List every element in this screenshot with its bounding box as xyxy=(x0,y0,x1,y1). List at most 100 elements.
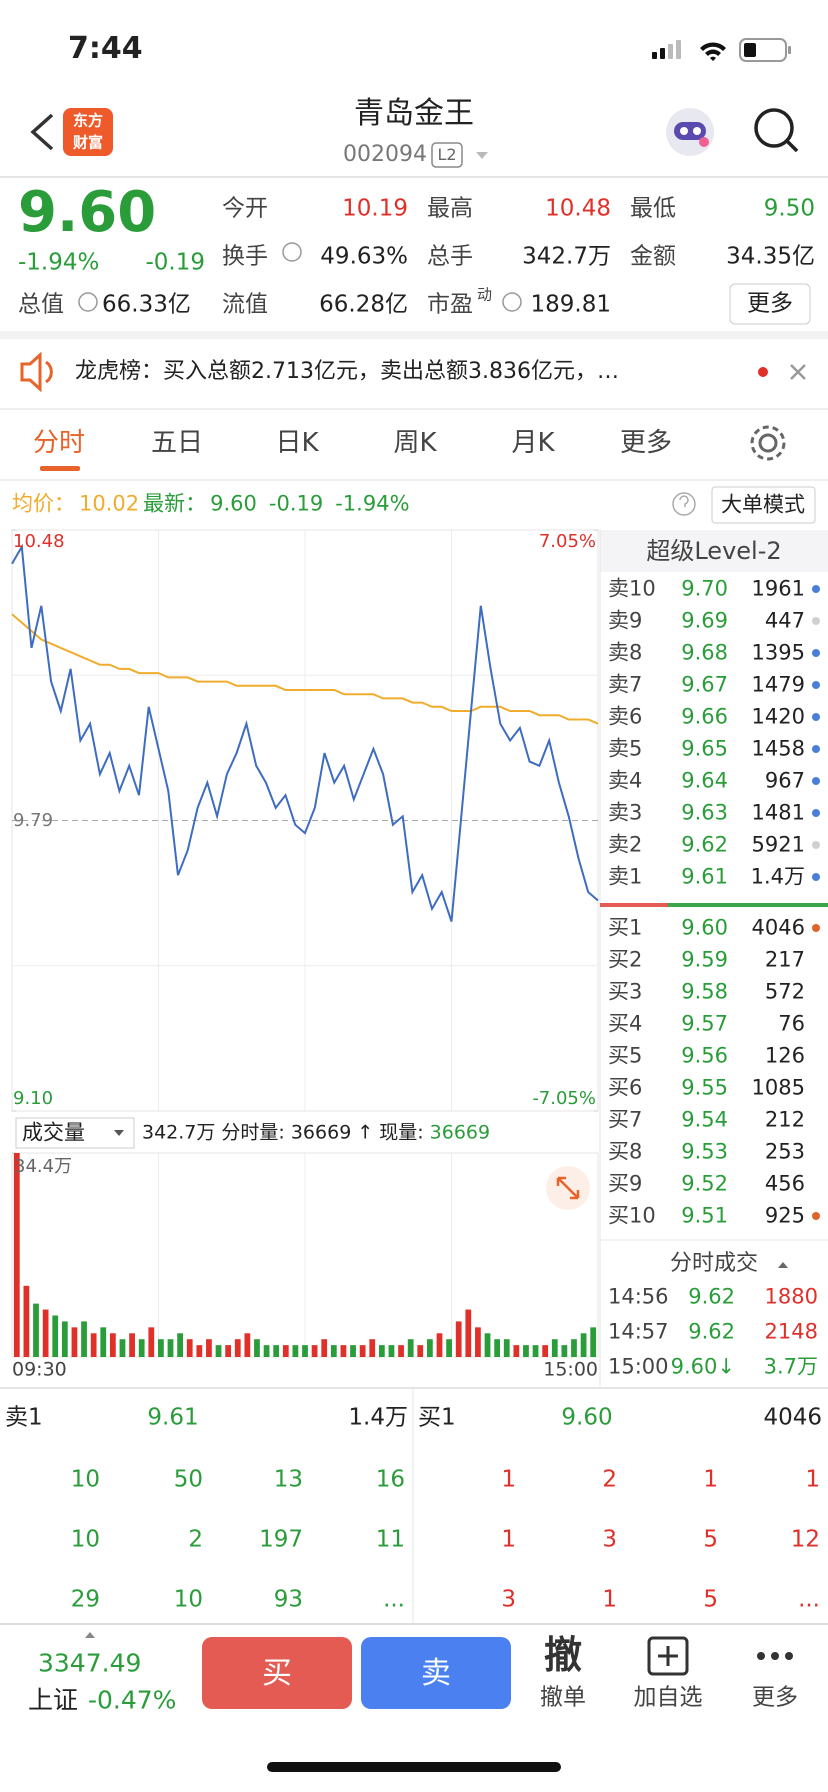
volume-bar xyxy=(42,1309,49,1357)
tab[interactable]: 月K xyxy=(511,428,555,458)
book-dot xyxy=(812,681,820,689)
volume-bar xyxy=(109,1333,116,1357)
volume-bar xyxy=(446,1339,452,1357)
tab[interactable]: 更多 xyxy=(619,428,673,458)
book-price: 9.56 xyxy=(681,1043,728,1068)
book-volume: 1420 xyxy=(751,704,805,729)
book-volume: 1.4万 xyxy=(750,864,805,889)
mode-label[interactable]: 大单模式 xyxy=(721,492,805,517)
book-label: 买5 xyxy=(608,1043,643,1068)
home-indicator xyxy=(267,1762,561,1772)
cancel-icon[interactable]: 撤 xyxy=(543,1633,583,1677)
stat-value: 189.81 xyxy=(530,291,611,318)
volume-bar xyxy=(378,1345,385,1357)
book-label: 卖10 xyxy=(608,576,656,601)
search-button[interactable] xyxy=(754,108,799,153)
book-dot xyxy=(812,649,820,657)
trade-price: 9.60↓ xyxy=(670,1354,735,1379)
help-icon[interactable] xyxy=(672,492,696,516)
stat-value: 10.48 xyxy=(545,195,611,222)
book-volume: 1458 xyxy=(751,736,805,761)
volume-bar xyxy=(90,1333,97,1357)
queue-cell: 10 xyxy=(70,1466,100,1493)
sell-label[interactable]: 卖 xyxy=(421,1656,451,1691)
buy-label[interactable]: 买 xyxy=(262,1656,292,1691)
more-button[interactable] xyxy=(729,283,811,325)
book-label: 买1 xyxy=(608,915,643,940)
buy-button[interactable] xyxy=(202,1637,352,1709)
badge: L2 xyxy=(437,145,457,164)
book-label: 买6 xyxy=(608,1075,643,1100)
volume-bar xyxy=(494,1339,501,1357)
volume-bar xyxy=(61,1321,68,1357)
more-icon[interactable] xyxy=(757,1652,793,1660)
book-volume: 456 xyxy=(764,1171,805,1196)
volume-bar xyxy=(388,1345,395,1357)
y-tick-label: 34.4万 xyxy=(14,1156,73,1177)
tab[interactable]: 周K xyxy=(393,428,437,458)
book-label: 卖4 xyxy=(608,768,643,793)
book-price: 9.70 xyxy=(681,576,728,601)
volume-bar xyxy=(206,1339,212,1357)
volume-bar xyxy=(369,1339,376,1357)
volume-bar xyxy=(513,1345,520,1357)
stat-value: 9.50 xyxy=(763,195,815,222)
more-label[interactable]: 更多 xyxy=(747,290,793,317)
volume-bar xyxy=(475,1327,481,1357)
volume-bar xyxy=(359,1345,366,1357)
back-button[interactable] xyxy=(30,113,54,151)
cancel-label[interactable]: 撤单 xyxy=(540,1684,586,1711)
volume-bar xyxy=(273,1345,280,1357)
info: 10.02 xyxy=(79,491,140,516)
code-dropdown[interactable] xyxy=(476,152,488,159)
stat-value: 342.7万 xyxy=(522,243,611,270)
more-label[interactable]: 更多 xyxy=(752,1684,798,1711)
book-volume: 76 xyxy=(778,1011,805,1036)
avg-line xyxy=(11,613,599,725)
book-dot xyxy=(812,585,820,593)
info: -0.19 xyxy=(268,491,324,516)
volume-bar xyxy=(23,1285,30,1357)
robot-avatar[interactable] xyxy=(666,108,714,156)
tab[interactable]: 分时 xyxy=(32,428,86,458)
book-volume: 967 xyxy=(764,768,805,793)
watch-icon[interactable] xyxy=(647,1636,689,1676)
notice[interactable]: 龙虎榜：买入总额2.713亿元，卖出总额3.836亿元，… xyxy=(75,359,619,384)
book-volume: 1395 xyxy=(751,640,805,665)
book-dot xyxy=(812,924,820,932)
volume-bar xyxy=(551,1339,558,1357)
stat-value: 66.28亿 xyxy=(319,291,408,318)
info-icons xyxy=(78,242,522,312)
index-change: -0.47% xyxy=(88,1685,177,1715)
notice-close[interactable] xyxy=(790,364,806,380)
index-toggle[interactable] xyxy=(85,1632,95,1638)
queue-cell: 29 xyxy=(70,1586,100,1613)
book-price: 9.52 xyxy=(681,1171,728,1196)
queue-cell: 197 xyxy=(259,1526,303,1553)
stat-label: 流值 xyxy=(222,291,268,318)
book-price: 9.55 xyxy=(681,1075,728,1100)
info: 最新： xyxy=(143,491,207,516)
sell-button[interactable] xyxy=(361,1637,511,1709)
tab[interactable]: 五日 xyxy=(150,428,204,458)
expand-button[interactable] xyxy=(546,1166,590,1210)
trade-price: 9.62 xyxy=(688,1284,735,1309)
volume-bar xyxy=(532,1345,539,1357)
watch-label[interactable]: 加自选 xyxy=(633,1684,703,1711)
volume-bar xyxy=(398,1345,404,1357)
volume-bar xyxy=(503,1339,510,1357)
queue-label: 买1 xyxy=(418,1404,456,1431)
book-dot xyxy=(812,777,820,785)
spread-bar-red xyxy=(600,903,668,907)
stat-label: 最低 xyxy=(630,195,676,222)
tab[interactable]: 日K xyxy=(275,428,319,458)
mode-button[interactable] xyxy=(711,486,816,524)
volume-bar xyxy=(561,1345,568,1357)
book-volume: 4046 xyxy=(751,915,805,940)
settings-button[interactable] xyxy=(750,425,786,461)
volume-bar xyxy=(330,1345,337,1357)
logo[interactable] xyxy=(63,108,113,156)
volume-selector[interactable] xyxy=(15,1117,135,1149)
y2-tick-label: 7.05% xyxy=(538,531,596,552)
book-dot xyxy=(812,745,820,753)
